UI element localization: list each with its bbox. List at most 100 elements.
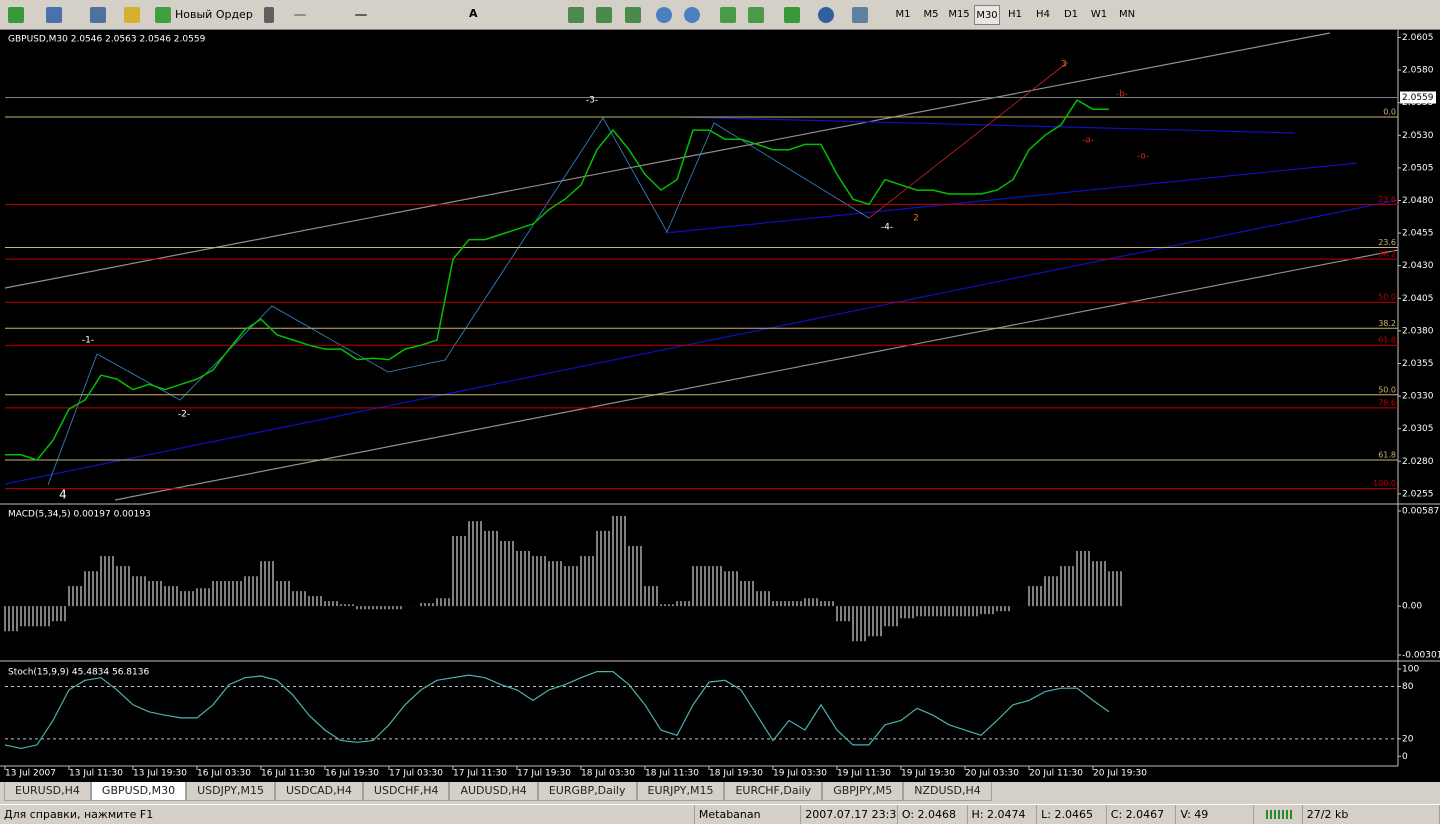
macd-bar	[340, 604, 354, 607]
text-tool[interactable]: A	[469, 7, 478, 20]
macd-bar	[484, 530, 498, 607]
timeframe-button[interactable]: H1	[1008, 9, 1022, 20]
y-tick-label: 0	[1402, 752, 1408, 762]
status-open: O: 2.0468	[898, 805, 968, 824]
macd-bar	[948, 606, 962, 617]
macd-bar	[244, 576, 258, 607]
macd-bar	[820, 601, 834, 607]
x-tick-label: 16 Jul 03:30	[197, 769, 251, 779]
zoom-out[interactable]	[684, 7, 700, 23]
chart-tab[interactable]: GBPUSD,M30	[90, 782, 187, 801]
bar-chart-icon[interactable]	[568, 7, 584, 23]
candle-chart-icon[interactable]	[596, 7, 612, 23]
line-chart-icon[interactable]	[625, 7, 641, 23]
new-chart-icon[interactable]	[8, 7, 24, 23]
timeframe-button[interactable]: MN	[1118, 9, 1136, 20]
y-tick-label: 20	[1402, 734, 1414, 744]
wave-label: -o-	[1137, 152, 1149, 162]
chart-tab[interactable]: AUDUSD,H4	[449, 782, 538, 801]
y-tick-label: 2.0530	[1402, 131, 1434, 141]
chart-tab[interactable]: EURGBP,Daily	[537, 782, 637, 801]
macd-bar	[676, 601, 690, 607]
timeframe-button[interactable]: H4	[1036, 9, 1050, 20]
status-close: C: 2.0467	[1107, 805, 1177, 824]
x-tick-label: 20 Jul 11:30	[1029, 769, 1083, 779]
current-price-box	[1400, 91, 1436, 104]
chart-tab[interactable]: NZDUSD,H4	[903, 782, 992, 801]
chart-shift[interactable]	[748, 7, 764, 23]
macd-bar	[580, 556, 594, 607]
wave-line	[868, 61, 1069, 219]
chart-tab[interactable]: USDCHF,H4	[362, 782, 450, 801]
x-tick-label: 19 Jul 11:30	[837, 769, 891, 779]
stoch-header: Stoch(15,9,9) 45.4834 56.8136	[8, 668, 149, 678]
y-tick-label: 2.0580	[1402, 66, 1434, 76]
timeframe-button[interactable]: M1	[895, 9, 911, 20]
chart-tab[interactable]: USDJPY,M15	[186, 782, 275, 801]
macd-bar	[68, 586, 82, 607]
chart-tab[interactable]: GBPJPY,M5	[822, 782, 904, 801]
macd-bar	[1108, 571, 1122, 607]
macd-bar	[500, 541, 514, 607]
macd-bar	[516, 551, 530, 607]
macd-bar	[996, 606, 1010, 612]
chart-tab[interactable]: EURUSD,H4	[4, 782, 91, 801]
profiles-icon[interactable]	[46, 7, 62, 23]
macd-bar	[644, 586, 658, 607]
market-watch-icon[interactable]	[90, 7, 106, 23]
chart-tab[interactable]: EURJPY,M15	[636, 782, 725, 801]
x-tick-label: 20 Jul 19:30	[1093, 769, 1147, 779]
new-order-button[interactable]: Новый Ордер	[175, 8, 253, 21]
hline-tool[interactable]	[355, 14, 367, 16]
wave-label: -b-	[1116, 90, 1128, 100]
macd-bar	[132, 576, 146, 607]
periods-icon[interactable]	[818, 7, 834, 23]
navigator-icon[interactable]	[124, 7, 140, 23]
fib-label: 61.8	[1378, 450, 1396, 459]
status-profile: Metabanan	[695, 805, 802, 824]
timeframe-button[interactable]: M30	[974, 5, 1000, 25]
y-tick-label: 2.0305	[1402, 424, 1434, 434]
x-tick-label: 16 Jul 19:30	[325, 769, 379, 779]
x-tick-label: 19 Jul 03:30	[773, 769, 827, 779]
chart-tab[interactable]: EURCHF,Daily	[724, 782, 823, 801]
fib-label: 50.0	[1378, 293, 1396, 302]
macd-bar	[100, 556, 114, 607]
chart-tab[interactable]: USDCAD,H4	[274, 782, 363, 801]
crosshair-tool[interactable]	[294, 14, 306, 16]
zoom-in[interactable]	[656, 7, 672, 23]
cursor-tool[interactable]	[264, 7, 274, 23]
fib-label: 78.6	[1378, 398, 1396, 407]
macd-bar	[148, 581, 162, 607]
indicators-icon[interactable]	[784, 7, 800, 23]
y-tick-label: 2.0330	[1402, 392, 1434, 402]
status-bar: Для справки, нажмите F1 Metabanan 2007.07.…	[0, 804, 1440, 824]
macd-bar	[596, 530, 610, 607]
price-line	[5, 99, 1109, 461]
fib-label: 23.6	[1378, 195, 1396, 204]
new-order-icon[interactable]	[155, 7, 171, 23]
templates-icon[interactable]	[852, 7, 868, 23]
macd-header: MACD(5,34,5) 0.00197 0.00193	[8, 510, 151, 520]
macd-bar	[964, 606, 978, 617]
timeframe-button[interactable]: M5	[923, 9, 939, 20]
x-tick-label: 19 Jul 19:30	[901, 769, 955, 779]
autoscroll[interactable]	[720, 7, 736, 23]
macd-bar	[228, 581, 242, 607]
macd-bar	[628, 546, 642, 607]
wave-label: -2-	[178, 410, 190, 420]
timeframe-button[interactable]: D1	[1063, 9, 1079, 20]
macd-bar	[788, 601, 802, 607]
macd-bar	[900, 606, 914, 619]
macd-bar	[356, 606, 370, 610]
y-tick-label: 2.0605	[1402, 33, 1434, 43]
macd-bar	[180, 591, 194, 607]
y-tick-label: 0.00587	[1402, 506, 1439, 516]
macd-bar	[1076, 551, 1090, 607]
macd-bar	[772, 601, 786, 607]
y-tick-label: 2.0405	[1402, 294, 1434, 304]
timeframe-button[interactable]: W1	[1090, 9, 1108, 20]
timeframe-button[interactable]: M15	[948, 9, 970, 20]
y-tick-label: -0.00301	[1402, 650, 1440, 660]
macd-bar	[612, 516, 626, 607]
